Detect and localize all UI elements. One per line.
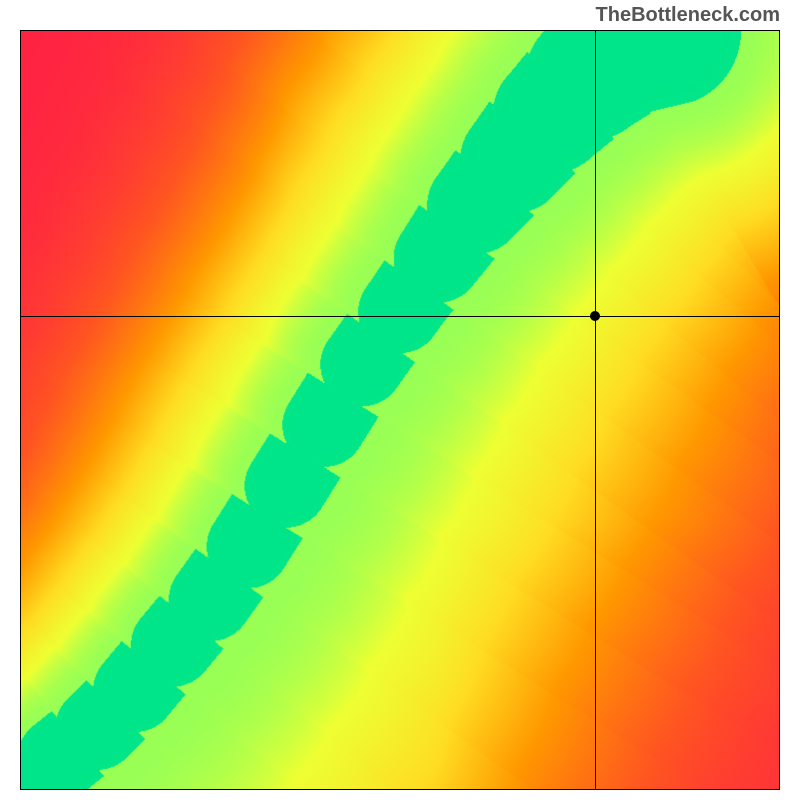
chart-container: TheBottleneck.com <box>0 0 800 800</box>
chart-area <box>20 30 780 790</box>
crosshair-vertical <box>595 31 596 789</box>
watermark-text: TheBottleneck.com <box>596 4 780 27</box>
crosshair-horizontal <box>21 316 779 317</box>
crosshair-marker <box>590 311 600 321</box>
heatmap-canvas <box>21 31 779 789</box>
